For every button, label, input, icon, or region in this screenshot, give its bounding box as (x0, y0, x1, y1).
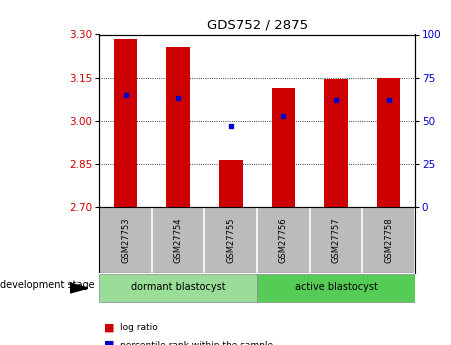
Text: log ratio: log ratio (120, 323, 157, 332)
Bar (257, 274, 415, 302)
Text: active blastocyst: active blastocyst (295, 283, 377, 293)
Text: ■: ■ (104, 340, 114, 345)
Text: GSM27753: GSM27753 (121, 217, 130, 263)
Text: GSM27757: GSM27757 (331, 217, 341, 263)
Bar (99, 274, 257, 302)
Polygon shape (70, 283, 88, 293)
Text: percentile rank within the sample: percentile rank within the sample (120, 341, 273, 345)
Text: ■: ■ (104, 323, 114, 333)
Bar (166, 47, 190, 207)
Text: development stage: development stage (0, 280, 95, 289)
Bar (377, 78, 400, 207)
Bar (324, 79, 348, 207)
Text: dormant blastocyst: dormant blastocyst (131, 283, 226, 293)
Text: GSM27754: GSM27754 (174, 217, 183, 263)
Text: GSM27756: GSM27756 (279, 217, 288, 263)
Bar (272, 88, 295, 207)
Text: GSM27758: GSM27758 (384, 217, 393, 263)
Bar (114, 39, 138, 207)
Text: GSM27755: GSM27755 (226, 217, 235, 263)
Title: GDS752 / 2875: GDS752 / 2875 (207, 19, 308, 32)
Bar (219, 159, 243, 207)
